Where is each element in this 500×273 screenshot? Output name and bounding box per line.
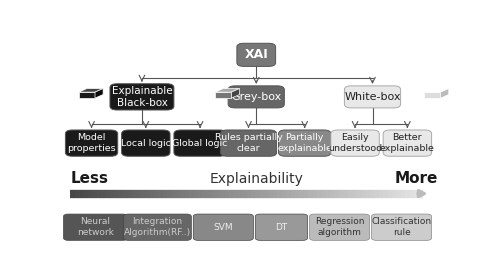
FancyBboxPatch shape: [228, 86, 284, 108]
Polygon shape: [95, 88, 103, 98]
FancyBboxPatch shape: [110, 84, 174, 110]
Polygon shape: [215, 92, 232, 98]
Text: Rules partially
clear: Rules partially clear: [214, 133, 282, 153]
Text: SVM: SVM: [214, 223, 233, 232]
Text: Explainability: Explainability: [210, 172, 303, 186]
Text: Less: Less: [70, 171, 108, 186]
Text: Global logic: Global logic: [172, 139, 228, 148]
FancyBboxPatch shape: [372, 214, 432, 240]
Polygon shape: [215, 88, 240, 92]
Text: Easily
understood: Easily understood: [328, 133, 382, 153]
FancyBboxPatch shape: [310, 214, 370, 240]
FancyBboxPatch shape: [194, 214, 254, 240]
Text: XAI: XAI: [244, 48, 268, 61]
Text: DT: DT: [276, 223, 287, 232]
FancyBboxPatch shape: [278, 130, 331, 156]
FancyBboxPatch shape: [344, 86, 401, 108]
Text: Neural
network: Neural network: [77, 217, 114, 237]
FancyBboxPatch shape: [64, 214, 128, 240]
Text: Model
properties: Model properties: [67, 133, 116, 153]
Text: Local logic: Local logic: [121, 139, 171, 148]
FancyBboxPatch shape: [124, 214, 192, 240]
FancyBboxPatch shape: [256, 214, 308, 240]
Text: Regression
algorithm: Regression algorithm: [315, 217, 364, 237]
Text: White-box: White-box: [344, 92, 401, 102]
Text: Integration
Algorithm(RF..): Integration Algorithm(RF..): [124, 217, 191, 237]
FancyBboxPatch shape: [220, 130, 276, 156]
Text: Classification
rule: Classification rule: [372, 217, 432, 237]
Text: Grey-box: Grey-box: [231, 92, 281, 102]
FancyBboxPatch shape: [331, 130, 380, 156]
Text: More: More: [395, 171, 438, 186]
Polygon shape: [79, 88, 103, 92]
FancyBboxPatch shape: [174, 130, 226, 156]
Polygon shape: [79, 92, 95, 98]
Text: Partially
explainable: Partially explainable: [277, 133, 332, 153]
Polygon shape: [424, 88, 449, 92]
FancyBboxPatch shape: [237, 43, 276, 66]
FancyBboxPatch shape: [383, 130, 432, 156]
Polygon shape: [424, 92, 440, 98]
Text: Explainable
Black-box: Explainable Black-box: [112, 86, 172, 108]
Text: Better
explainable: Better explainable: [380, 133, 435, 153]
FancyBboxPatch shape: [122, 130, 170, 156]
Polygon shape: [232, 88, 239, 98]
Polygon shape: [440, 88, 449, 98]
FancyBboxPatch shape: [66, 130, 118, 156]
